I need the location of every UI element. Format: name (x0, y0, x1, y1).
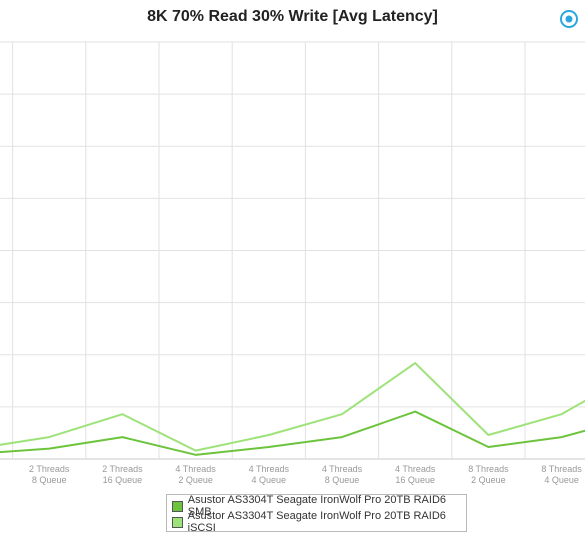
series-line-1[interactable] (0, 296, 585, 452)
x-tick-label: 4 Threads (395, 464, 436, 474)
x-tick-label: 4 Queue (544, 475, 579, 485)
x-tick-label: 2 Queue (178, 475, 213, 485)
info-icon[interactable] (560, 10, 578, 28)
legend-label-iscsi: Asustor AS3304T Seagate IronWolf Pro 20T… (187, 510, 446, 534)
legend-label-smb: Asustor AS3304T Seagate IronWolf Pro 20T… (187, 494, 447, 518)
series-line-0[interactable] (0, 378, 585, 456)
x-tick-label: 4 Queue (252, 475, 287, 485)
legend-swatch-iscsi (172, 516, 183, 528)
x-tick-label: 8 Threads (541, 464, 582, 474)
grid (0, 41, 585, 460)
x-tick-label: 2 Threads (29, 464, 70, 474)
x-tick-label: 16 Queue (395, 475, 435, 485)
chart-title: 8K 70% Read 30% Write [Avg Latency] (147, 8, 438, 25)
legend-item-smb[interactable]: Asustor AS3304T Seagate IronWolf Pro 20T… (172, 494, 466, 518)
x-tick-label: 8 Threads (468, 464, 509, 474)
x-tick-label: 4 Threads (322, 464, 363, 474)
x-tick-label: 4 Threads (249, 464, 290, 474)
legend-item-iscsi[interactable]: Asustor AS3304T Seagate IronWolf Pro 20T… (172, 510, 466, 534)
x-tick-label: 8 Queue (32, 475, 67, 485)
x-tick-label: 16 Queue (103, 475, 143, 485)
legend-swatch-smb (172, 500, 183, 512)
series-lines (0, 296, 585, 456)
x-tick-label: 2 Threads (102, 464, 143, 474)
legend: Asustor AS3304T Seagate IronWolf Pro 20T… (166, 494, 467, 534)
x-tick-label: 4 Threads (175, 464, 216, 474)
x-tick-label: 8 Queue (325, 475, 360, 485)
x-tick-label: 2 Queue (471, 475, 506, 485)
